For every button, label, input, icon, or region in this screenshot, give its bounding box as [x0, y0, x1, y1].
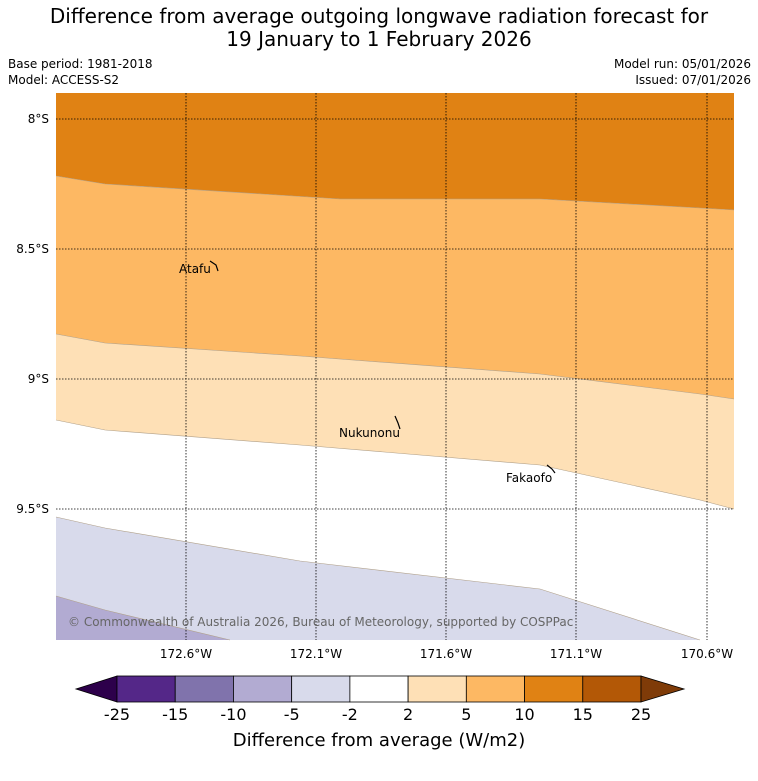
lat-label: 8°S	[28, 112, 49, 126]
band-2-5	[56, 334, 734, 509]
colorbar-swatch	[407, 675, 467, 703]
meta-left: Base period: 1981-2018 Model: ACCESS-S2	[8, 56, 153, 88]
contour-lines	[55, 175, 735, 641]
colorbar-extend-high	[640, 675, 686, 703]
title-line-1: Difference from average outgoing longwav…	[49, 4, 709, 28]
island-nukunonu: Nukunonu	[339, 415, 401, 440]
fakaofo-coastline	[546, 464, 556, 474]
island-fakaofo: Fakaofo	[506, 464, 556, 485]
colorbar-tick-label: 15	[573, 705, 593, 724]
atafu-coastline	[209, 260, 219, 272]
atafu-label: Atafu	[179, 262, 211, 276]
colorbar-tick-label: -2	[342, 705, 358, 724]
title-line-2: 19 January to 1 February 2026	[226, 27, 532, 51]
colorbar-swatch	[291, 675, 351, 703]
lat-label: 9°S	[28, 372, 49, 386]
band-5-10	[56, 176, 734, 399]
copyright-notice: © Commonwealth of Australia 2026, Bureau…	[68, 615, 573, 629]
colorbar-extend-low	[74, 675, 118, 703]
colorbar-swatch	[349, 675, 409, 703]
model-run: Model run: 05/01/2026	[613, 57, 751, 71]
model-name: Model: ACCESS-S2	[8, 73, 120, 87]
meta-right: Model run: 05/01/2026 Issued: 07/01/2026	[614, 56, 751, 88]
lon-label: 170.6°W	[681, 647, 733, 661]
colorbar-title: Difference from average (W/m2)	[232, 730, 526, 751]
colorbar-swatch	[465, 675, 525, 703]
band-10-15	[56, 93, 734, 210]
fakaofo-label: Fakaofo	[506, 471, 552, 485]
map-title: Difference from average outgoing longwav…	[0, 5, 758, 51]
colorbar-tick-label: 2	[403, 705, 413, 724]
colorbar-tick-label: -5	[284, 705, 300, 724]
lon-label: 171.1°W	[550, 647, 602, 661]
graticule	[56, 93, 734, 640]
lon-label: 172.6°W	[160, 647, 212, 661]
colorbar-swatch	[582, 675, 642, 703]
nukunonu-coastline	[394, 415, 401, 430]
band-neg5-neg2	[56, 517, 700, 640]
colorbar-tick-label: -15	[162, 705, 188, 724]
lon-label: 172.1°W	[290, 647, 342, 661]
colorbar-tick-label: 10	[514, 705, 534, 724]
base-period: Base period: 1981-2018	[8, 57, 153, 71]
lon-label: 171.6°W	[420, 647, 472, 661]
colorbar-swatch	[116, 675, 176, 703]
colorbar-tick-label: -25	[104, 705, 130, 724]
lat-label: 9.5°S	[16, 502, 49, 516]
colorbar-swatch	[524, 675, 584, 703]
colorbar-swatch	[233, 675, 293, 703]
lat-label: 8.5°S	[16, 242, 49, 256]
colorbar-tick-label: 5	[461, 705, 471, 724]
axis-labels: 8°S 8.5°S 9°S 9.5°S 172.6°W 172.1°W 171.6°W 171…	[16, 112, 733, 661]
colorbar-tick-label: -10	[220, 705, 246, 724]
nukunonu-label: Nukunonu	[339, 426, 400, 440]
colorbar: -25 -15 -10 -5 -2 2 5 10 15 25	[74, 675, 686, 724]
colorbar-swatch	[174, 675, 234, 703]
colorbar-tick-label: 25	[631, 705, 651, 724]
map-area: Atafu Nukunonu Fakaofo © Commonwealth of…	[55, 93, 735, 641]
band-neg10-neg5	[56, 596, 230, 640]
issued-date: Issued: 07/01/2026	[635, 73, 751, 87]
island-atafu: Atafu	[179, 260, 219, 276]
